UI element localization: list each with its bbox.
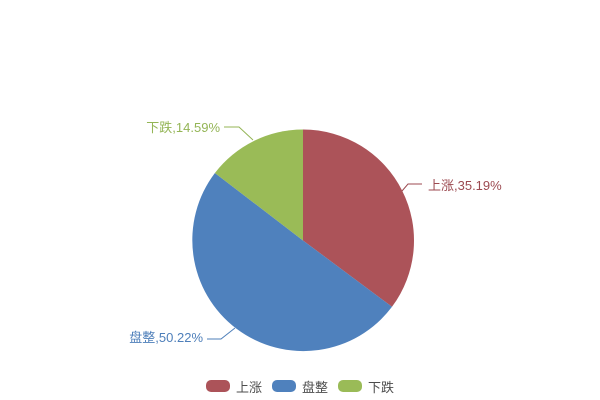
- data-labels: 上涨,35.19% 盘整,50.22% 下跌,14.59%: [129, 120, 502, 345]
- pie-slice-flat[interactable]: [192, 172, 393, 352]
- legend: 上涨 盘整 下跌: [0, 376, 600, 396]
- legend-swatch-down: [338, 380, 362, 392]
- legend-label-down: 下跌: [368, 379, 395, 395]
- pie-series: [192, 129, 415, 352]
- legend-swatch-flat: [271, 380, 296, 392]
- legend-swatch-up: [205, 380, 230, 392]
- data-label-down: 下跌,14.59%: [146, 120, 220, 135]
- pie-slice-down[interactable]: [214, 129, 303, 241]
- legend-item-down[interactable]: 下跌: [338, 377, 394, 396]
- legend-label-flat: 盘整: [301, 379, 328, 395]
- data-label-flat: 盘整,50.22%: [129, 330, 203, 345]
- pie-slice-up[interactable]: [303, 129, 415, 307]
- data-label-up: 上涨,35.19%: [428, 178, 502, 193]
- leader-line-up: [401, 183, 422, 192]
- legend-item-flat[interactable]: 盘整: [271, 377, 328, 396]
- legend-label-up: 上涨: [235, 379, 262, 395]
- leader-line-down: [224, 126, 254, 141]
- legend-item-up[interactable]: 上涨: [205, 377, 262, 396]
- leader-line-flat: [207, 327, 236, 340]
